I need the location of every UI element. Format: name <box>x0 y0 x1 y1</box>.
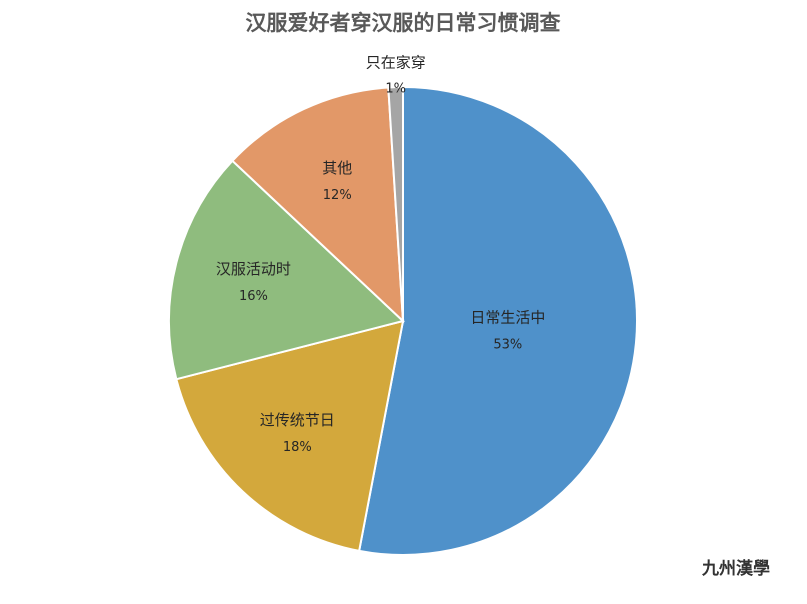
pie-slice <box>357 85 638 556</box>
pie-slice <box>387 85 404 322</box>
chart-title: 汉服爱好者穿汉服的日常习惯调查 <box>246 11 561 35</box>
slice-label: 汉服活动时 <box>216 260 291 278</box>
value-label: 53% <box>493 337 522 352</box>
value-label: 12% <box>323 188 352 203</box>
value-label: 16% <box>239 289 268 304</box>
value-label: 1% <box>385 82 406 97</box>
slice-label: 其他 <box>322 159 352 177</box>
pie-slice <box>168 159 406 381</box>
value-label: 18% <box>283 440 312 455</box>
watermark: 九州漢學 <box>701 558 770 579</box>
slice-label: 只在家穿 <box>366 54 426 72</box>
pie-slice <box>231 86 405 324</box>
slice-label: 日常生活中 <box>470 308 545 326</box>
pie-slice <box>175 319 405 553</box>
slice-label: 过传统节日 <box>260 411 335 429</box>
